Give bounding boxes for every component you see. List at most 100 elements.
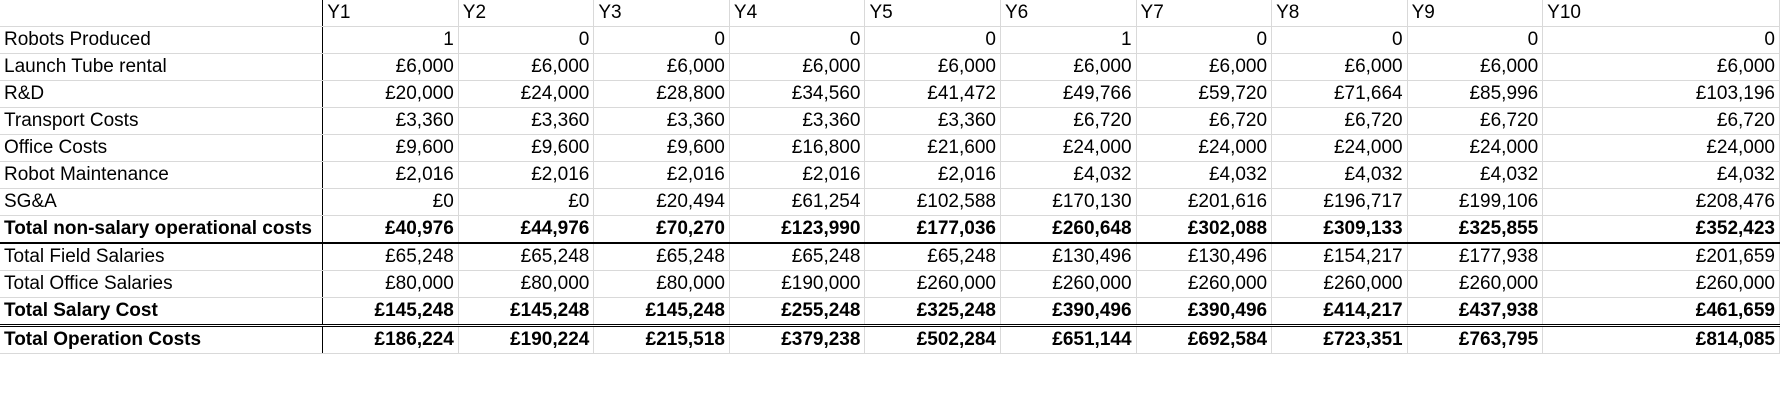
value-cell-y3[interactable]: £80,000 [593, 270, 730, 298]
value-cell-y5[interactable]: £102,588 [864, 188, 1001, 216]
header-corner-cell[interactable] [0, 0, 324, 27]
value-cell-y7[interactable]: £24,000 [1136, 134, 1273, 162]
column-header-y7[interactable]: Y7 [1136, 0, 1273, 27]
row-label-cell[interactable]: Total non-salary operational costs [0, 215, 324, 244]
row-label-cell[interactable]: Launch Tube rental [0, 53, 324, 81]
value-cell-y6[interactable]: £24,000 [1000, 134, 1137, 162]
value-cell-y2[interactable]: 0 [458, 26, 595, 54]
value-cell-y7[interactable]: £302,088 [1136, 215, 1273, 244]
value-cell-y6[interactable]: £651,144 [1000, 324, 1137, 354]
value-cell-y5[interactable]: £3,360 [864, 107, 1001, 135]
value-cell-y2[interactable]: £9,600 [458, 134, 595, 162]
value-cell-y2[interactable]: £6,000 [458, 53, 595, 81]
value-cell-y4[interactable]: £3,360 [729, 107, 866, 135]
row-label-cell[interactable]: Robots Produced [0, 26, 324, 54]
value-cell-y9[interactable]: £177,938 [1407, 243, 1544, 271]
value-cell-y7[interactable]: £130,496 [1136, 243, 1273, 271]
value-cell-y9[interactable]: £24,000 [1407, 134, 1544, 162]
value-cell-y6[interactable]: £130,496 [1000, 243, 1137, 271]
value-cell-y10[interactable]: 0 [1542, 26, 1780, 54]
value-cell-y8[interactable]: £154,217 [1271, 243, 1408, 271]
value-cell-y5[interactable]: 0 [864, 26, 1001, 54]
value-cell-y7[interactable]: £59,720 [1136, 80, 1273, 108]
value-cell-y7[interactable]: £4,032 [1136, 161, 1273, 189]
value-cell-y6[interactable]: £390,496 [1000, 297, 1137, 327]
value-cell-y1[interactable]: £2,016 [322, 161, 459, 189]
value-cell-y10[interactable]: £260,000 [1542, 270, 1780, 298]
value-cell-y4[interactable]: £65,248 [729, 243, 866, 271]
value-cell-y7[interactable]: £260,000 [1136, 270, 1273, 298]
value-cell-y6[interactable]: £6,720 [1000, 107, 1137, 135]
value-cell-y4[interactable]: £379,238 [729, 324, 866, 354]
value-cell-y9[interactable]: £325,855 [1407, 215, 1544, 244]
value-cell-y3[interactable]: £9,600 [593, 134, 730, 162]
value-cell-y9[interactable]: 0 [1407, 26, 1544, 54]
value-cell-y6[interactable]: £260,000 [1000, 270, 1137, 298]
value-cell-y5[interactable]: £502,284 [864, 324, 1001, 354]
column-header-y6[interactable]: Y6 [1000, 0, 1137, 27]
value-cell-y8[interactable]: 0 [1271, 26, 1408, 54]
value-cell-y7[interactable]: £201,616 [1136, 188, 1273, 216]
value-cell-y2[interactable]: £0 [458, 188, 595, 216]
value-cell-y9[interactable]: £199,106 [1407, 188, 1544, 216]
value-cell-y10[interactable]: £352,423 [1542, 215, 1780, 244]
value-cell-y10[interactable]: £201,659 [1542, 243, 1780, 271]
value-cell-y1[interactable]: £0 [322, 188, 459, 216]
value-cell-y10[interactable]: £461,659 [1542, 297, 1780, 327]
value-cell-y9[interactable]: £85,996 [1407, 80, 1544, 108]
value-cell-y4[interactable]: £2,016 [729, 161, 866, 189]
value-cell-y3[interactable]: £65,248 [593, 243, 730, 271]
value-cell-y4[interactable]: £123,990 [729, 215, 866, 244]
value-cell-y4[interactable]: 0 [729, 26, 866, 54]
value-cell-y2[interactable]: £190,224 [458, 324, 595, 354]
value-cell-y8[interactable]: £6,000 [1271, 53, 1408, 81]
column-header-y3[interactable]: Y3 [593, 0, 730, 27]
value-cell-y10[interactable]: £814,085 [1542, 324, 1780, 354]
value-cell-y10[interactable]: £6,720 [1542, 107, 1780, 135]
value-cell-y1[interactable]: £80,000 [322, 270, 459, 298]
row-label-cell[interactable]: Robot Maintenance [0, 161, 324, 189]
value-cell-y1[interactable]: £40,976 [322, 215, 459, 244]
value-cell-y7[interactable]: 0 [1136, 26, 1273, 54]
value-cell-y8[interactable]: £414,217 [1271, 297, 1408, 327]
value-cell-y8[interactable]: £6,720 [1271, 107, 1408, 135]
value-cell-y9[interactable]: £437,938 [1407, 297, 1544, 327]
value-cell-y10[interactable]: £24,000 [1542, 134, 1780, 162]
row-label-cell[interactable]: R&D [0, 80, 324, 108]
column-header-y5[interactable]: Y5 [864, 0, 1001, 27]
column-header-y9[interactable]: Y9 [1407, 0, 1544, 27]
value-cell-y5[interactable]: £2,016 [864, 161, 1001, 189]
value-cell-y4[interactable]: £6,000 [729, 53, 866, 81]
value-cell-y4[interactable]: £190,000 [729, 270, 866, 298]
value-cell-y1[interactable]: £186,224 [322, 324, 459, 354]
value-cell-y5[interactable]: £65,248 [864, 243, 1001, 271]
value-cell-y8[interactable]: £71,664 [1271, 80, 1408, 108]
value-cell-y4[interactable]: £16,800 [729, 134, 866, 162]
value-cell-y9[interactable]: £6,000 [1407, 53, 1544, 81]
value-cell-y10[interactable]: £4,032 [1542, 161, 1780, 189]
value-cell-y2[interactable]: £2,016 [458, 161, 595, 189]
value-cell-y6[interactable]: £260,648 [1000, 215, 1137, 244]
value-cell-y4[interactable]: £255,248 [729, 297, 866, 327]
column-header-y4[interactable]: Y4 [729, 0, 866, 27]
value-cell-y5[interactable]: £21,600 [864, 134, 1001, 162]
value-cell-y3[interactable]: £28,800 [593, 80, 730, 108]
column-header-y1[interactable]: Y1 [322, 0, 459, 27]
value-cell-y3[interactable]: £3,360 [593, 107, 730, 135]
value-cell-y7[interactable]: £6,720 [1136, 107, 1273, 135]
value-cell-y7[interactable]: £6,000 [1136, 53, 1273, 81]
value-cell-y2[interactable]: £3,360 [458, 107, 595, 135]
row-label-cell[interactable]: SG&A [0, 188, 324, 216]
value-cell-y9[interactable]: £6,720 [1407, 107, 1544, 135]
value-cell-y3[interactable]: 0 [593, 26, 730, 54]
value-cell-y4[interactable]: £34,560 [729, 80, 866, 108]
row-label-cell[interactable]: Total Salary Cost [0, 297, 324, 327]
value-cell-y2[interactable]: £24,000 [458, 80, 595, 108]
value-cell-y8[interactable]: £260,000 [1271, 270, 1408, 298]
value-cell-y2[interactable]: £65,248 [458, 243, 595, 271]
value-cell-y2[interactable]: £80,000 [458, 270, 595, 298]
value-cell-y8[interactable]: £196,717 [1271, 188, 1408, 216]
value-cell-y1[interactable]: £20,000 [322, 80, 459, 108]
row-label-cell[interactable]: Transport Costs [0, 107, 324, 135]
value-cell-y1[interactable]: £9,600 [322, 134, 459, 162]
